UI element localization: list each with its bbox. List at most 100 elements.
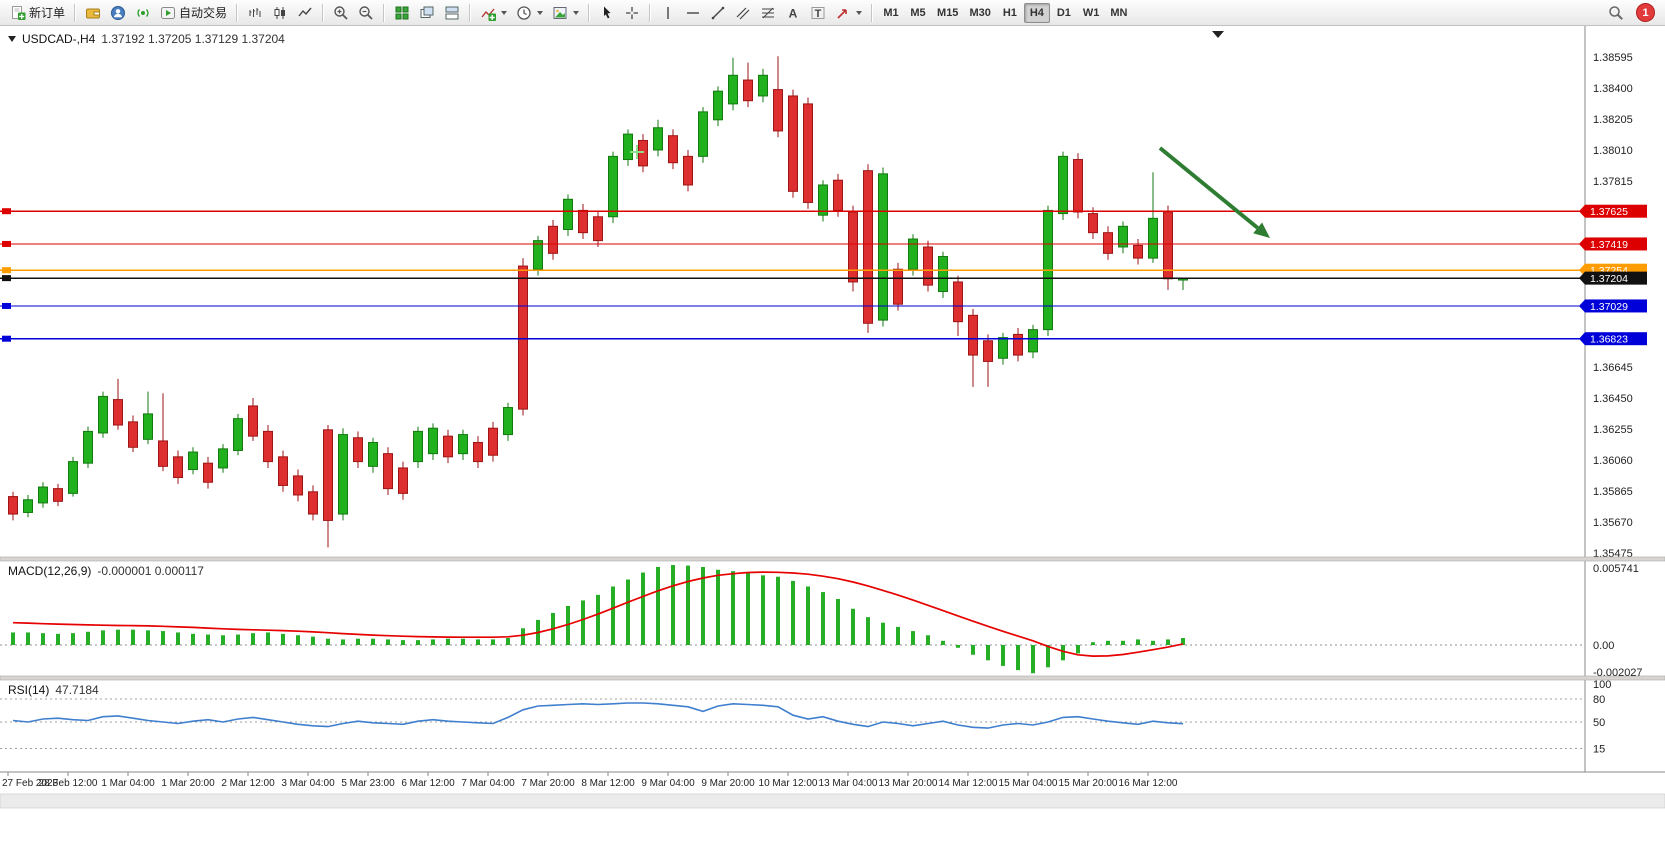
fibonacci-button[interactable] xyxy=(756,2,780,24)
tile-windows-button[interactable] xyxy=(390,2,414,24)
rsi-name: RSI(14) xyxy=(8,683,50,697)
toolbar-separator xyxy=(236,3,239,22)
toolbar: 新订单 自动交易 xyxy=(0,0,1665,26)
macd-pane: 0.005741 0.00 -0.002027 xyxy=(0,563,1643,679)
timeframe-m15-button[interactable]: M15 xyxy=(932,3,963,23)
pane-divider[interactable] xyxy=(0,675,1665,681)
candlesticks-button[interactable] xyxy=(268,2,292,24)
toolbar-separator xyxy=(588,3,591,22)
arrange-windows-button[interactable] xyxy=(440,2,464,24)
timeframe-m1-button[interactable]: M1 xyxy=(878,3,904,23)
svg-text:1.38010: 1.38010 xyxy=(1593,145,1633,157)
rsi-value: 47.7184 xyxy=(55,683,99,697)
timeframe-mn-button[interactable]: MN xyxy=(1105,3,1132,23)
new-order-icon xyxy=(12,5,26,20)
vertical-line-button[interactable] xyxy=(656,2,680,24)
toolbar-separator xyxy=(469,3,472,22)
arrange-windows-icon xyxy=(445,6,459,19)
oneclick-expander-icon[interactable] xyxy=(8,36,16,42)
indicators-button[interactable] xyxy=(476,2,511,24)
text-label-button[interactable]: T xyxy=(806,2,830,24)
timeframe-h4-button[interactable]: H4 xyxy=(1023,2,1050,23)
cursor-button[interactable] xyxy=(595,2,619,24)
svg-text:100: 100 xyxy=(1593,679,1611,691)
zoom-out-button[interactable] xyxy=(354,2,378,24)
symbol-period-label: USDCAD-,H4 xyxy=(22,32,96,46)
horizontal-scrollbar[interactable] xyxy=(0,793,1665,809)
indicators-icon xyxy=(481,8,497,21)
candlesticks-icon xyxy=(274,6,286,19)
timeframe-h1-button[interactable]: H1 xyxy=(997,3,1023,23)
trendline-button[interactable] xyxy=(706,2,730,24)
timeframe-m5-button[interactable]: M5 xyxy=(905,3,931,23)
text-button[interactable]: A xyxy=(781,2,805,24)
price-badges[interactable]: 1.376251.374191.372541.372041.370291.368… xyxy=(1579,204,1647,346)
timeframe-w1-button[interactable]: W1 xyxy=(1078,3,1105,23)
broadcast-button[interactable] xyxy=(131,2,155,24)
timeframe-d1-button[interactable]: D1 xyxy=(1051,3,1077,23)
new-order-button[interactable]: 新订单 xyxy=(6,2,69,24)
search-button[interactable] xyxy=(1604,2,1628,24)
horizontal-level-lines[interactable] xyxy=(0,208,1585,342)
templates-button[interactable] xyxy=(548,2,583,24)
svg-text:1.36060: 1.36060 xyxy=(1593,455,1633,467)
wallet-button[interactable] xyxy=(81,2,105,24)
svg-text:15 Mar 04:00: 15 Mar 04:00 xyxy=(999,778,1058,789)
svg-text:13 Mar 20:00: 13 Mar 20:00 xyxy=(879,778,938,789)
cross-marker xyxy=(630,145,644,159)
vertical-line-icon xyxy=(667,6,669,19)
macd-values: -0.000001 0.000117 xyxy=(97,564,204,578)
zoom-out-icon xyxy=(359,5,373,20)
svg-text:7 Mar 04:00: 7 Mar 04:00 xyxy=(461,778,515,789)
svg-text:1.37625: 1.37625 xyxy=(1590,206,1628,218)
autotrading-button[interactable]: 自动交易 xyxy=(156,2,231,24)
toolbar-right-group: 1 xyxy=(1604,2,1659,24)
svg-text:5 Mar 23:00: 5 Mar 23:00 xyxy=(341,778,395,789)
new-order-label: 新订单 xyxy=(29,6,66,20)
svg-text:1.37815: 1.37815 xyxy=(1593,176,1633,188)
svg-text:14 Mar 12:00: 14 Mar 12:00 xyxy=(939,778,998,789)
toolbar-separator xyxy=(322,3,325,22)
crosshair-button[interactable] xyxy=(620,2,644,24)
toolbar-separator xyxy=(649,3,652,22)
timeframe-m30-button[interactable]: M30 xyxy=(964,3,995,23)
templates-icon xyxy=(553,6,567,19)
profile-button[interactable] xyxy=(106,2,130,24)
trendline-icon xyxy=(711,6,725,19)
dropdown-arrow-icon xyxy=(856,10,863,15)
svg-text:9 Mar 04:00: 9 Mar 04:00 xyxy=(641,778,695,789)
shapes-button[interactable] xyxy=(831,2,866,24)
shapes-arrow-icon xyxy=(837,8,847,19)
rsi-pane: 100 80 50 15 xyxy=(0,679,1611,756)
horizontal-line-button[interactable] xyxy=(681,2,705,24)
svg-text:10 Mar 12:00: 10 Mar 12:00 xyxy=(759,778,818,789)
zoom-in-icon xyxy=(334,5,348,20)
cascade-windows-button[interactable] xyxy=(415,2,439,24)
svg-text:3 Mar 04:00: 3 Mar 04:00 xyxy=(281,778,335,789)
chart-canvas[interactable]: 1.38595 1.38400 1.38205 1.38010 1.37815 1.366… xyxy=(0,26,1665,845)
text-icon: A xyxy=(789,6,798,20)
svg-text:9 Mar 20:00: 9 Mar 20:00 xyxy=(701,778,755,789)
dropdown-arrow-icon xyxy=(573,10,580,15)
line-chart-button[interactable] xyxy=(293,2,317,24)
toolbar-separator xyxy=(74,3,77,22)
tile-windows-icon xyxy=(395,6,409,19)
svg-text:27 Feb 2023: 27 Feb 2023 xyxy=(2,778,59,789)
svg-text:1.36645: 1.36645 xyxy=(1593,362,1633,374)
wallet-icon xyxy=(86,8,101,18)
periods-icon xyxy=(517,5,531,20)
svg-text:A: A xyxy=(789,6,798,20)
bars-button[interactable] xyxy=(243,2,267,24)
profile-icon xyxy=(111,5,126,20)
zoom-in-button[interactable] xyxy=(329,2,353,24)
trend-arrow-annotation[interactable] xyxy=(1158,146,1270,238)
notification-badge[interactable]: 1 xyxy=(1636,3,1655,22)
periods-button[interactable] xyxy=(512,2,547,24)
svg-text:6 Mar 12:00: 6 Mar 12:00 xyxy=(401,778,455,789)
chart-shift-marker-icon[interactable] xyxy=(1212,31,1224,38)
channel-button[interactable] xyxy=(731,2,755,24)
pane-divider[interactable] xyxy=(0,556,1665,562)
svg-text:-0.002027: -0.002027 xyxy=(1593,667,1643,679)
text-label-icon: T xyxy=(811,6,825,20)
svg-text:15 Mar 20:00: 15 Mar 20:00 xyxy=(1059,778,1118,789)
